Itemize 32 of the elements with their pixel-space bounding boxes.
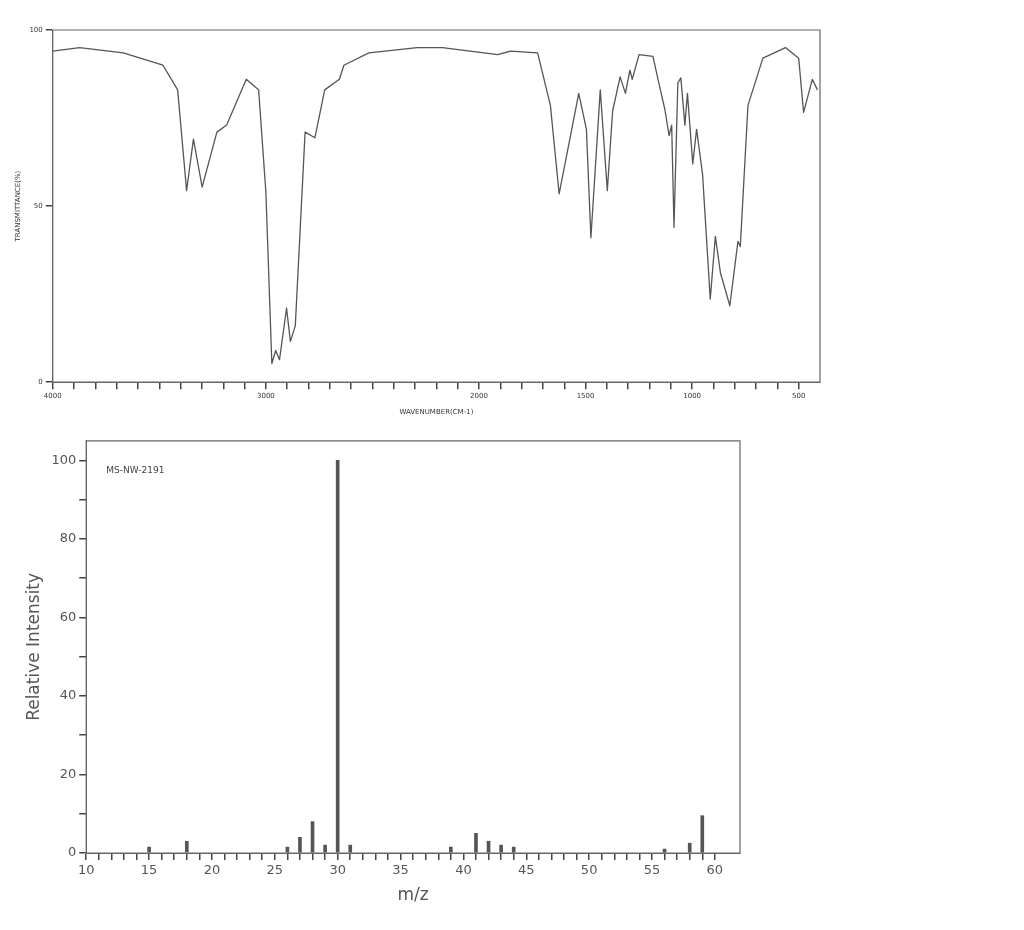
bar bbox=[184, 840, 189, 853]
x-tick-label: 55 bbox=[643, 862, 661, 878]
x-tick-label: 25 bbox=[266, 862, 284, 878]
bar bbox=[474, 833, 478, 853]
annotation: MS-NW-2191 bbox=[106, 464, 165, 475]
x-tick-label: 15 bbox=[140, 862, 158, 878]
x-tick-label: 40 bbox=[455, 862, 472, 878]
bar bbox=[700, 815, 705, 853]
x-tick-label: 50 bbox=[580, 862, 598, 878]
x-tick-label: 45 bbox=[517, 862, 535, 878]
y-tick-label: 20 bbox=[59, 765, 77, 781]
bar bbox=[687, 842, 692, 853]
bar bbox=[348, 844, 353, 853]
x-tick-label: 30 bbox=[329, 862, 346, 878]
x-tick-label: 10 bbox=[77, 862, 95, 878]
y-tick-label: 100 bbox=[51, 451, 77, 467]
y-axis-title: Relative Intensity bbox=[22, 572, 43, 721]
y-tick-label: 40 bbox=[59, 687, 77, 703]
y-tick-label: 80 bbox=[59, 530, 77, 546]
bar bbox=[449, 846, 453, 853]
x-tick-label: 60 bbox=[706, 862, 724, 878]
x-axis-title: m/z bbox=[397, 884, 429, 905]
y-tick-label: 0 bbox=[67, 844, 77, 860]
y-tick-label: 60 bbox=[59, 608, 77, 624]
bar bbox=[335, 460, 340, 853]
bar bbox=[323, 844, 327, 853]
x-tick-label: 35 bbox=[392, 862, 409, 878]
x-tick-label: 20 bbox=[203, 862, 221, 878]
bar bbox=[511, 846, 516, 853]
bar bbox=[298, 836, 302, 853]
bar bbox=[147, 846, 151, 853]
bar bbox=[499, 844, 503, 853]
